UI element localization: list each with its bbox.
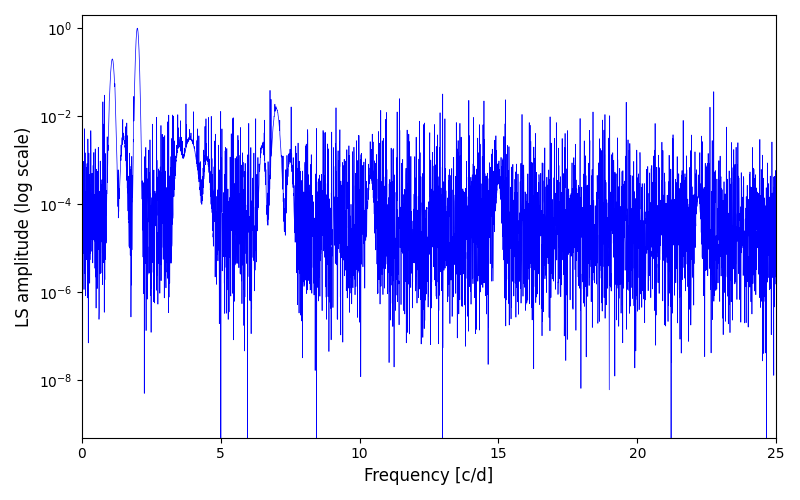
X-axis label: Frequency [c/d]: Frequency [c/d] [364,467,494,485]
Y-axis label: LS amplitude (log scale): LS amplitude (log scale) [15,126,33,326]
